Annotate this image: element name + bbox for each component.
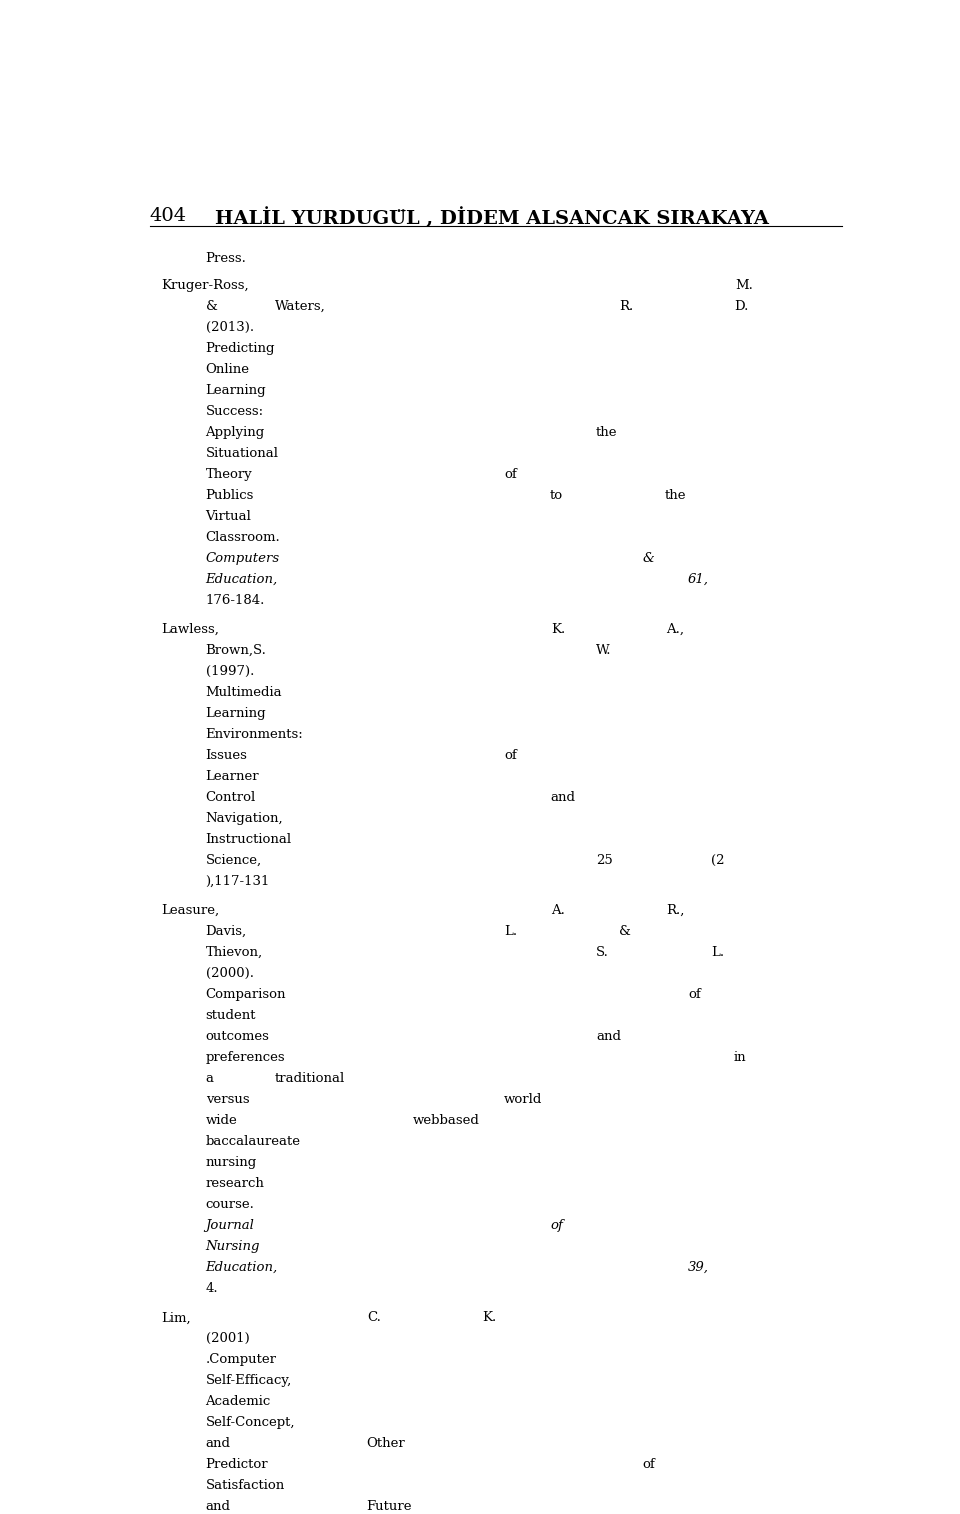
Text: L.: L. bbox=[504, 925, 517, 939]
Text: Other: Other bbox=[367, 1437, 405, 1450]
Text: Predicting: Predicting bbox=[205, 342, 276, 354]
Text: &: & bbox=[619, 925, 631, 939]
Text: of: of bbox=[504, 468, 516, 481]
Text: A.,: A., bbox=[666, 624, 684, 636]
Text: M.: M. bbox=[735, 279, 753, 292]
Text: Navigation,: Navigation, bbox=[205, 812, 283, 825]
Text: and: and bbox=[205, 1500, 230, 1512]
Text: Thievon,: Thievon, bbox=[205, 946, 263, 960]
Text: S.: S. bbox=[596, 946, 609, 960]
Text: Lim,: Lim, bbox=[161, 1311, 190, 1325]
Text: &: & bbox=[205, 300, 217, 313]
Text: 176-184.: 176-184. bbox=[205, 593, 265, 607]
Text: versus: versus bbox=[205, 1093, 250, 1107]
Text: traditional: traditional bbox=[275, 1072, 345, 1086]
Text: Education,: Education, bbox=[205, 572, 277, 586]
Text: of: of bbox=[504, 749, 516, 762]
Text: W.: W. bbox=[596, 643, 612, 657]
Text: Predictor: Predictor bbox=[205, 1458, 268, 1472]
Text: Brown,S.: Brown,S. bbox=[205, 643, 267, 657]
Text: of: of bbox=[688, 989, 701, 1001]
Text: L.: L. bbox=[711, 946, 724, 960]
Text: Science,: Science, bbox=[205, 854, 262, 868]
Text: Learner: Learner bbox=[205, 771, 259, 783]
Text: Situational: Situational bbox=[205, 447, 278, 460]
Text: Education,: Education, bbox=[205, 1261, 277, 1273]
Text: Learning: Learning bbox=[205, 385, 266, 397]
Text: Leasure,: Leasure, bbox=[161, 904, 219, 917]
Text: (2000).: (2000). bbox=[205, 967, 253, 980]
Text: K.: K. bbox=[551, 624, 565, 636]
Text: A.: A. bbox=[551, 904, 565, 917]
Text: D.: D. bbox=[733, 300, 748, 313]
Text: Virtual: Virtual bbox=[205, 510, 252, 522]
Text: Satisfaction: Satisfaction bbox=[205, 1479, 285, 1493]
Text: Lawless,: Lawless, bbox=[161, 624, 219, 636]
Text: Online: Online bbox=[205, 363, 250, 375]
Text: Control: Control bbox=[205, 790, 255, 804]
Text: outcomes: outcomes bbox=[205, 1030, 270, 1043]
Text: and: and bbox=[205, 1437, 230, 1450]
Text: preferences: preferences bbox=[205, 1051, 285, 1064]
Text: in: in bbox=[733, 1051, 747, 1064]
Text: (2001): (2001) bbox=[205, 1332, 250, 1346]
Text: Environments:: Environments: bbox=[205, 728, 303, 740]
Text: ),117-131: ),117-131 bbox=[205, 875, 270, 887]
Text: (2: (2 bbox=[711, 854, 725, 868]
Text: wide: wide bbox=[205, 1114, 237, 1126]
Text: HALİL YURDUGÜL , DİDEM ALSANCAK SIRAKAYA: HALİL YURDUGÜL , DİDEM ALSANCAK SIRAKAY… bbox=[215, 207, 769, 229]
Text: student: student bbox=[205, 1010, 256, 1022]
Text: R.: R. bbox=[619, 300, 634, 313]
Text: the: the bbox=[596, 425, 617, 439]
Text: Self-Efficacy,: Self-Efficacy, bbox=[205, 1375, 292, 1387]
Text: (2013).: (2013). bbox=[205, 321, 253, 335]
Text: Theory: Theory bbox=[205, 468, 252, 481]
Text: Classroom.: Classroom. bbox=[205, 531, 280, 544]
Text: Comparison: Comparison bbox=[205, 989, 286, 1001]
Text: Nursing: Nursing bbox=[205, 1240, 260, 1254]
Text: world: world bbox=[504, 1093, 542, 1107]
Text: of: of bbox=[550, 1219, 563, 1232]
Text: 25: 25 bbox=[596, 854, 612, 868]
Text: Davis,: Davis, bbox=[205, 925, 247, 939]
Text: baccalaureate: baccalaureate bbox=[205, 1136, 300, 1148]
Text: &: & bbox=[642, 551, 654, 565]
Text: Journal: Journal bbox=[205, 1219, 254, 1232]
Text: 404: 404 bbox=[150, 207, 187, 226]
Text: Academic: Academic bbox=[205, 1396, 271, 1408]
Text: K.: K. bbox=[483, 1311, 496, 1325]
Text: R.,: R., bbox=[666, 904, 684, 917]
Text: course.: course. bbox=[205, 1198, 254, 1211]
Text: C.: C. bbox=[368, 1311, 381, 1325]
Text: Success:: Success: bbox=[205, 404, 264, 418]
Text: and: and bbox=[550, 790, 575, 804]
Text: Future: Future bbox=[367, 1500, 412, 1512]
Text: (1997).: (1997). bbox=[205, 665, 254, 678]
Text: of: of bbox=[642, 1458, 655, 1472]
Text: Waters,: Waters, bbox=[275, 300, 325, 313]
Text: Press.: Press. bbox=[205, 251, 247, 265]
Text: and: and bbox=[596, 1030, 621, 1043]
Text: Applying: Applying bbox=[205, 425, 265, 439]
Text: .Computer: .Computer bbox=[205, 1354, 276, 1366]
Text: Learning: Learning bbox=[205, 707, 266, 721]
Text: Multimedia: Multimedia bbox=[205, 686, 282, 699]
Text: webbased: webbased bbox=[412, 1114, 479, 1126]
Text: Computers: Computers bbox=[205, 551, 279, 565]
Text: 39,: 39, bbox=[688, 1261, 708, 1273]
Text: the: the bbox=[665, 489, 686, 501]
Text: a: a bbox=[205, 1072, 213, 1086]
Text: 61,: 61, bbox=[688, 572, 708, 586]
Text: Issues: Issues bbox=[205, 749, 248, 762]
Text: Kruger-Ross,: Kruger-Ross, bbox=[161, 279, 249, 292]
Text: Self-Concept,: Self-Concept, bbox=[205, 1416, 295, 1429]
Text: research: research bbox=[205, 1176, 264, 1190]
Text: Publics: Publics bbox=[205, 489, 254, 501]
Text: to: to bbox=[550, 489, 564, 501]
Text: nursing: nursing bbox=[205, 1157, 257, 1169]
Text: Instructional: Instructional bbox=[205, 833, 292, 846]
Text: 4.: 4. bbox=[205, 1282, 218, 1294]
